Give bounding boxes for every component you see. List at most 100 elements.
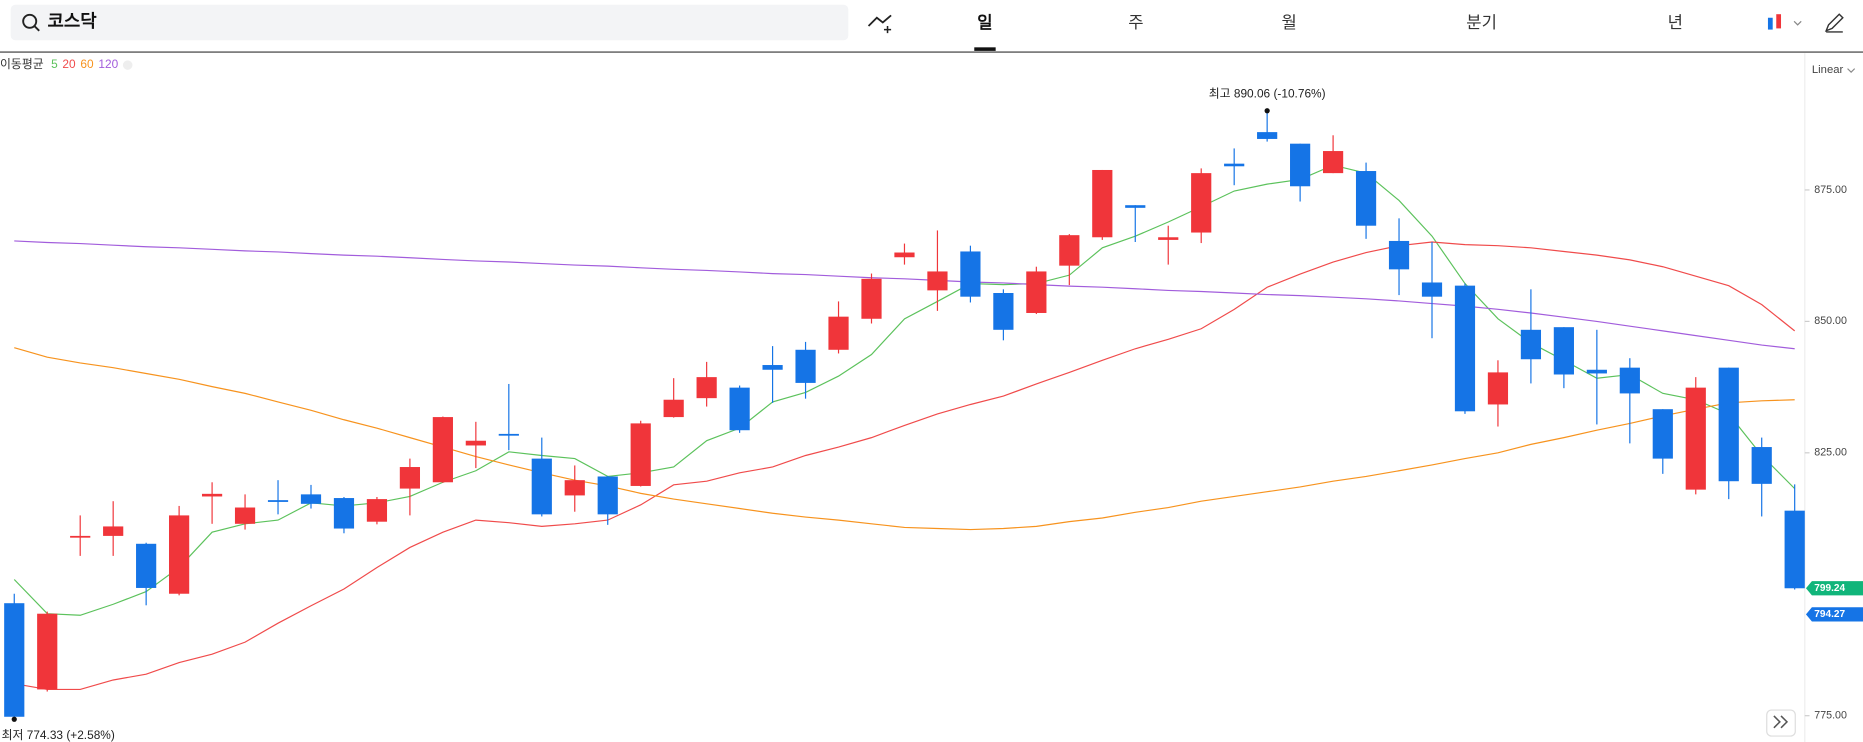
candle-body	[1586, 369, 1607, 374]
candle-body	[169, 515, 190, 594]
candle-body	[234, 507, 256, 524]
candle-body	[531, 458, 552, 515]
scroll-end-button[interactable]	[1766, 709, 1796, 737]
candle-body	[1751, 447, 1772, 484]
candle-body	[136, 543, 157, 588]
scroll-end-icon	[1773, 715, 1789, 729]
y-tick-label: 775.00	[1814, 710, 1847, 722]
price-label: 799.24	[1814, 583, 1845, 594]
icon-candle	[1776, 14, 1782, 29]
candle-body	[1619, 367, 1640, 394]
candle-body	[201, 493, 223, 497]
candle-body	[597, 476, 618, 515]
candle-body	[1191, 173, 1212, 233]
chart-type-icon[interactable]	[1767, 14, 1802, 30]
candle-body	[1520, 329, 1542, 360]
tab[interactable]: 주	[1128, 13, 1143, 32]
candle-body	[333, 498, 355, 529]
price-label-bg	[1805, 607, 1863, 622]
indicator-add-icon[interactable]	[867, 14, 892, 27]
tab[interactable]: 월	[1281, 13, 1296, 32]
scale-dropdown[interactable]	[1847, 68, 1856, 74]
candle-body	[1487, 372, 1509, 405]
icon-candle	[1767, 17, 1773, 30]
candle-body	[630, 423, 651, 486]
search-box[interactable]	[10, 4, 849, 41]
candle-body	[960, 251, 981, 297]
legend-title: 이동평균	[0, 57, 44, 71]
annotation-label: 최저 774.33 (+2.58%)	[2, 728, 115, 742]
candle-body	[861, 278, 882, 319]
tab[interactable]: 분기	[1466, 13, 1497, 32]
candle-body	[795, 349, 816, 383]
candle-body	[927, 271, 948, 291]
moving-average-line	[14, 240, 1795, 350]
candle-body	[1257, 132, 1278, 139]
moving-average-line	[14, 347, 1795, 531]
y-tick-label: 850.00	[1814, 315, 1847, 327]
candle-body	[300, 494, 322, 504]
tab[interactable]: 일	[977, 13, 992, 32]
candle-body	[366, 499, 388, 522]
price-label: 794.27	[1814, 609, 1845, 620]
candle-body	[1553, 327, 1574, 375]
candle-body	[564, 480, 585, 496]
tab-bar: 일 주 월 분기 년	[974, 13, 1683, 51]
candle-body	[1059, 235, 1080, 266]
candle-body	[828, 316, 849, 350]
legend-entry: 20	[62, 57, 76, 71]
candle-body	[1125, 205, 1146, 208]
candle-body	[498, 433, 519, 436]
candle-body	[267, 500, 289, 502]
candle-body	[696, 377, 717, 399]
candle-body	[1652, 409, 1673, 459]
moving-average-line	[14, 241, 1796, 691]
candle-body	[1454, 285, 1476, 412]
dropdown-arrow	[1793, 20, 1802, 26]
candle-body	[1158, 237, 1179, 240]
tab-underline	[974, 47, 996, 51]
candle-body	[762, 365, 783, 370]
y-tick-label: 875.00	[1814, 184, 1847, 196]
candle-body	[1026, 271, 1047, 313]
annotation-label: 최고 890.06 (-10.76%)	[1209, 86, 1326, 100]
tab[interactable]: 년	[1668, 13, 1683, 32]
annotation-dot	[11, 716, 17, 722]
price-label-bg	[1805, 581, 1863, 596]
candle-body	[1685, 387, 1706, 490]
candle-body	[729, 387, 750, 431]
draw-icon[interactable]	[1824, 13, 1844, 33]
candle-body	[1718, 367, 1739, 482]
candle-body	[103, 526, 124, 536]
legend-entry: 120	[98, 57, 118, 71]
candle-body	[432, 417, 453, 483]
legend-entry: 5	[51, 57, 58, 71]
search-icon-handle	[33, 25, 40, 32]
candle-body	[894, 252, 915, 258]
indicator-add-plus	[883, 26, 892, 34]
scale-label: Linear	[1812, 64, 1844, 76]
plot: 875.00 850.00 825.00 775.00 최고 890.06 (-10.7…	[2, 86, 1863, 742]
candle-body	[1224, 163, 1245, 167]
candle-body	[1784, 510, 1805, 589]
candle-body	[37, 613, 58, 690]
legend-entry: 60	[80, 57, 94, 71]
candle-body	[1092, 169, 1113, 238]
candle-body	[465, 440, 486, 446]
candle-body	[4, 603, 25, 717]
candle-body	[1322, 151, 1344, 174]
search-icon	[22, 13, 38, 29]
candle-body	[399, 467, 421, 489]
legend-close[interactable]	[122, 60, 133, 70]
candle-body	[1421, 282, 1443, 297]
candle-body	[1355, 171, 1377, 226]
candle-body	[663, 399, 684, 418]
candle-body	[1388, 240, 1410, 270]
candle-body	[993, 293, 1014, 330]
y-tick-label: 825.00	[1814, 447, 1847, 459]
search-text: 코스닥	[48, 11, 98, 31]
candle-body	[1290, 143, 1311, 187]
legend: 이동평균 5 20 60 120	[0, 57, 133, 71]
